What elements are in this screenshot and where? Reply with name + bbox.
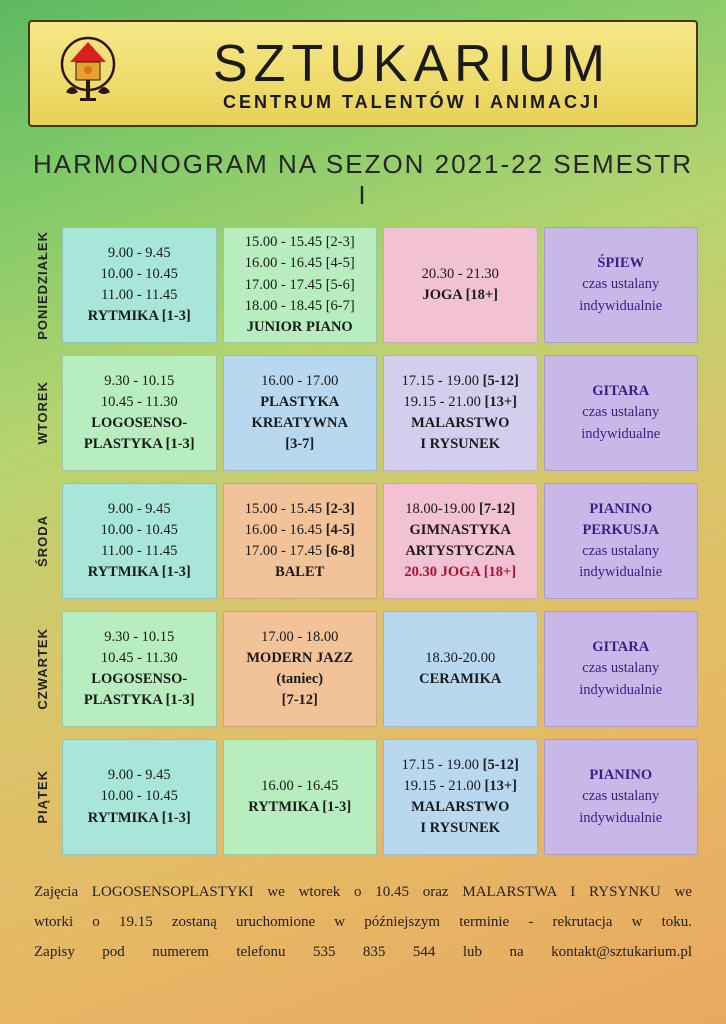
- footer-line: wtorki o 19.15 zostaną uruchomione w póź…: [34, 907, 692, 937]
- day-label: ŚRODA: [28, 483, 56, 599]
- schedule-cell: 9.00 - 9.4510.00 - 10.4511.00 - 11.45RYT…: [62, 227, 217, 343]
- day-label: WTOREK: [28, 355, 56, 471]
- logo-text: SZTUKARIUM CENTRUM TALENTÓW I ANIMACJI: [146, 34, 678, 113]
- footer-note: Zajęcia LOGOSENSOPLASTYKI we wtorek o 10…: [28, 877, 698, 967]
- schedule-cell: 9.30 - 10.1510.45 - 11.30LOGOSENSO-PLAST…: [62, 355, 217, 471]
- day-label: PIĄTEK: [28, 739, 56, 855]
- schedule-cell: 17.15 - 19.00 [5-12]19.15 - 21.00 [13+]M…: [383, 355, 538, 471]
- page-heading: HARMONOGRAM NA SEZON 2021-22 SEMESTR I: [28, 149, 698, 211]
- schedule-cell: 9.00 - 9.4510.00 - 10.45RYTMIKA [1-3]: [62, 739, 217, 855]
- schedule-cell: GITARAczas ustalanyindywidualne: [544, 355, 699, 471]
- schedule-row: CZWARTEK9.30 - 10.1510.45 - 11.30LOGOSEN…: [28, 611, 698, 727]
- schedule-grid: PONIEDZIAŁEK9.00 - 9.4510.00 - 10.4511.0…: [28, 227, 698, 855]
- schedule-cell: PIANINOPERKUSJAczas ustalanyindywidualni…: [544, 483, 699, 599]
- day-label: PONIEDZIAŁEK: [28, 227, 56, 343]
- logo-icon: [48, 32, 128, 115]
- schedule-cell: 18.30-20.00CERAMIKA: [383, 611, 538, 727]
- schedule-cell: GITARAczas ustalanyindywidualnie: [544, 611, 699, 727]
- footer-line: Zajęcia LOGOSENSOPLASTYKI we wtorek o 10…: [34, 877, 692, 907]
- schedule-cell: 15.00 - 15.45 [2-3]16.00 - 16.45 [4-5]17…: [223, 227, 378, 343]
- schedule-cell: 9.00 - 9.4510.00 - 10.4511.00 - 11.45RYT…: [62, 483, 217, 599]
- schedule-row: WTOREK9.30 - 10.1510.45 - 11.30LOGOSENSO…: [28, 355, 698, 471]
- logo-title: SZTUKARIUM: [146, 34, 678, 94]
- schedule-row: PONIEDZIAŁEK9.00 - 9.4510.00 - 10.4511.0…: [28, 227, 698, 343]
- schedule-cell: 17.00 - 18.00MODERN JAZZ(taniec)[7-12]: [223, 611, 378, 727]
- schedule-cell: PIANINOczas ustalanyindywidualnie: [544, 739, 699, 855]
- schedule-cell: ŚPIEWczas ustalanyindywidualnie: [544, 227, 699, 343]
- footer-line: Zapisy pod numerem telefonu 535 835 544 …: [34, 937, 692, 967]
- logo-banner: SZTUKARIUM CENTRUM TALENTÓW I ANIMACJI: [28, 20, 698, 127]
- schedule-cell: 16.00 - 16.45RYTMIKA [1-3]: [223, 739, 378, 855]
- schedule-cell: 15.00 - 15.45 [2-3]16.00 - 16.45 [4-5]17…: [223, 483, 378, 599]
- schedule-cell: 18.00-19.00 [7-12]GIMNASTYKAARTYSTYCZNA2…: [383, 483, 538, 599]
- logo-subtitle: CENTRUM TALENTÓW I ANIMACJI: [146, 92, 678, 113]
- schedule-row: PIĄTEK9.00 - 9.4510.00 - 10.45RYTMIKA [1…: [28, 739, 698, 855]
- schedule-row: ŚRODA9.00 - 9.4510.00 - 10.4511.00 - 11.…: [28, 483, 698, 599]
- schedule-cell: 20.30 - 21.30JOGA [18+]: [383, 227, 538, 343]
- schedule-cell: 16.00 - 17.00PLASTYKAKREATYWNA[3-7]: [223, 355, 378, 471]
- schedule-cell: 9.30 - 10.1510.45 - 11.30LOGOSENSO-PLAST…: [62, 611, 217, 727]
- schedule-cell: 17.15 - 19.00 [5-12]19.15 - 21.00 [13+]M…: [383, 739, 538, 855]
- day-label: CZWARTEK: [28, 611, 56, 727]
